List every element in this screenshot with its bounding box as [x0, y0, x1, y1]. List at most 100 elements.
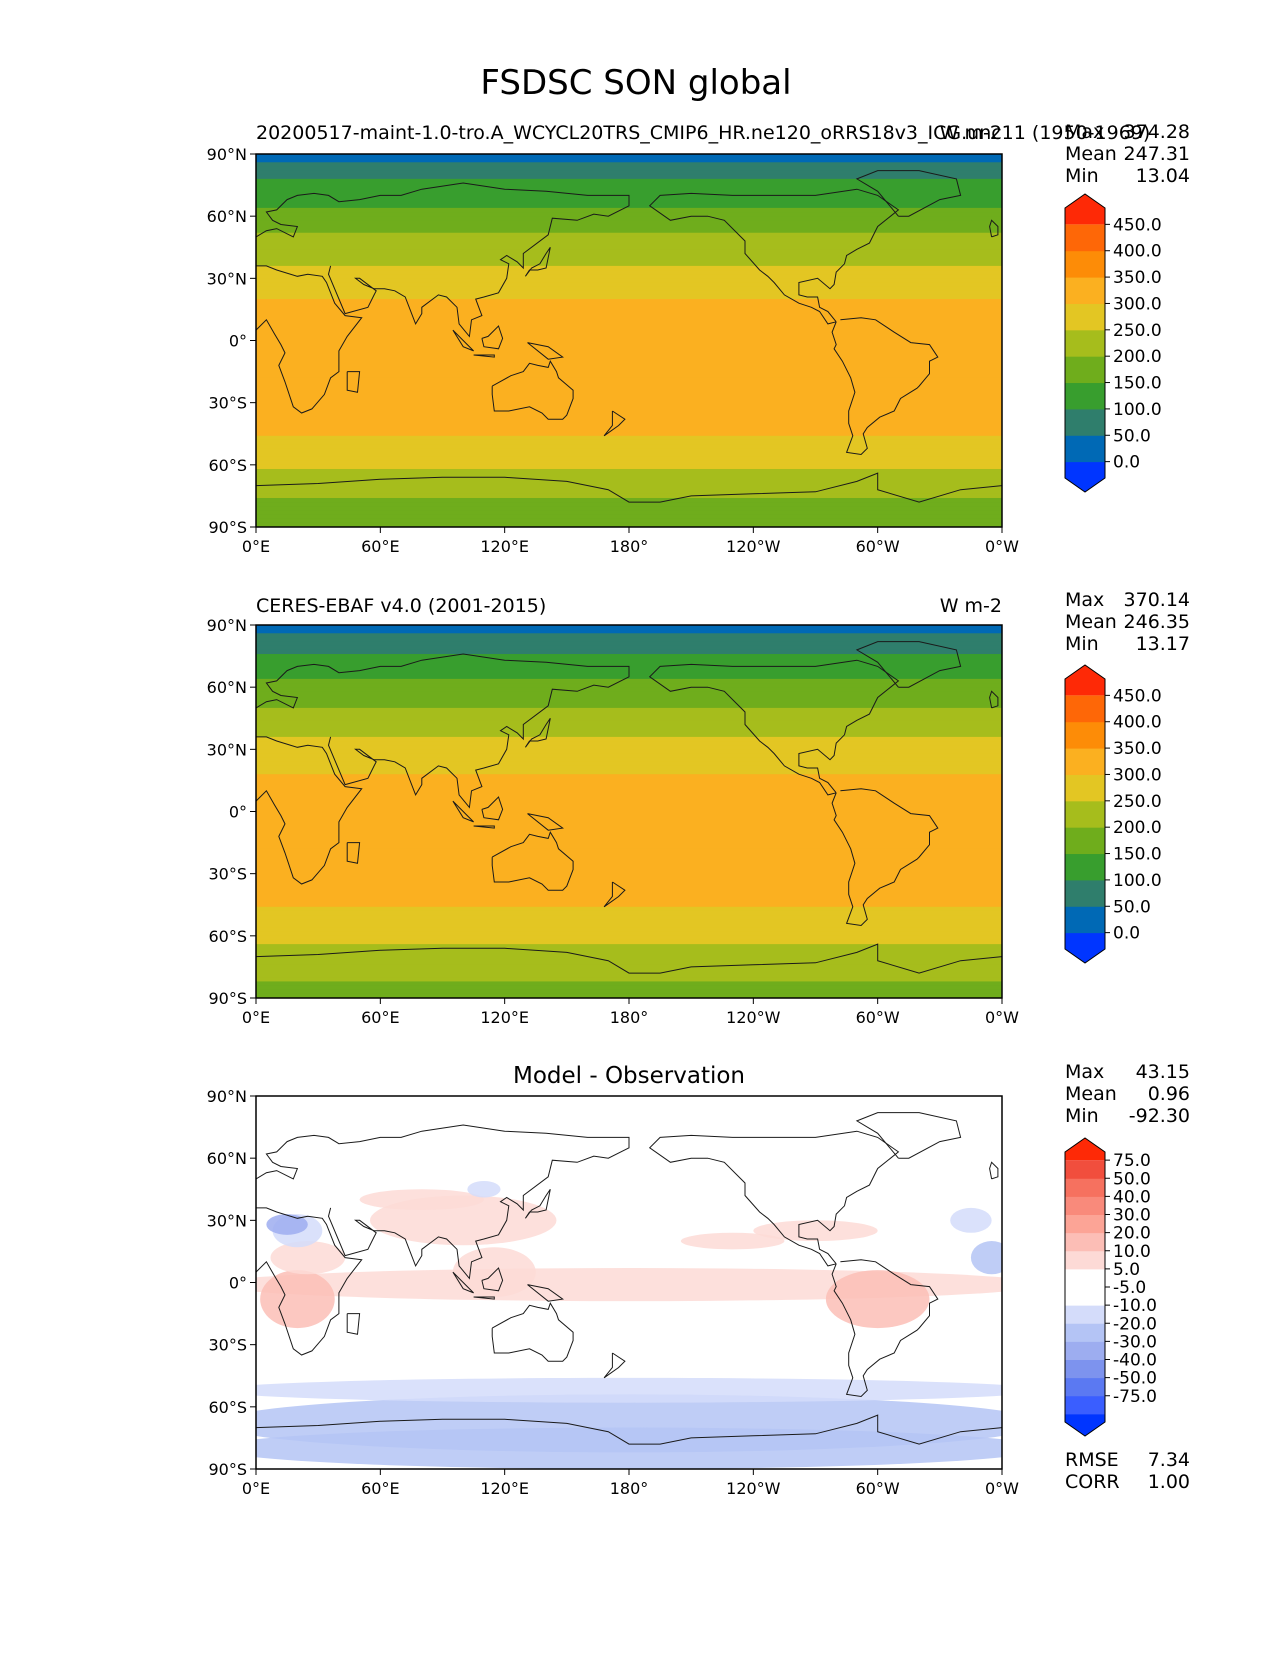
stat-max-value: 374.28: [1124, 121, 1190, 143]
zonal-band: [256, 691, 1002, 697]
zonal-band: [256, 154, 1002, 159]
coastline: [603, 881, 626, 908]
coastline: [256, 1124, 630, 1280]
zonal-band: [256, 456, 1002, 462]
zonal-band: [256, 981, 1002, 987]
zonal-band: [256, 964, 1002, 970]
y-tick-label: 30°S: [208, 865, 247, 884]
coastline: [648, 659, 900, 796]
x-tick-label: 180°: [610, 1479, 649, 1498]
zonal-band: [256, 220, 1002, 226]
colorbar-tick-label: 250.0: [1113, 792, 1162, 812]
zonal-band: [256, 778, 1002, 784]
x-tick-label: 0°W: [985, 1008, 1019, 1027]
anomaly-region: [270, 1241, 346, 1275]
colorbar-segment: [1065, 1178, 1105, 1197]
colorbar-tick-label: 30.0: [1113, 1206, 1151, 1226]
zonal-band: [256, 985, 1002, 991]
colorbar-segment: [1065, 800, 1105, 828]
zonal-band: [256, 832, 1002, 837]
panel-obs-colorbar: 450.0 400.0 350.0 300.0 250.0 200.0 150.0 100.0…: [1064, 664, 1162, 964]
zonal-band: [256, 464, 1002, 470]
coastline: [346, 1313, 361, 1335]
zonal-band: [256, 836, 1002, 842]
zonal-band: [256, 732, 1002, 738]
stat-mean-value: 246.35: [1124, 611, 1190, 633]
colorbar-tick-label: 10.0: [1113, 1242, 1151, 1262]
y-tick-label: 90°S: [208, 989, 247, 1008]
colorbar-segment: [1065, 329, 1105, 357]
zonal-band: [256, 265, 1002, 271]
colorbar-tick-label: -50.0: [1113, 1369, 1157, 1389]
zonal-band: [256, 765, 1002, 771]
zonal-band: [256, 270, 1002, 275]
anomaly-region: [266, 1214, 308, 1235]
zonal-band: [256, 228, 1002, 234]
zonal-band: [256, 236, 1002, 242]
colorbar-tick-label: 100.0: [1113, 400, 1162, 420]
x-tick-label: 60°W: [856, 1008, 900, 1027]
zonal-band: [256, 373, 1002, 379]
zonal-band: [256, 757, 1002, 763]
zonal-band: [256, 857, 1002, 862]
zonal-band: [256, 625, 1002, 630]
y-tick-label: 30°S: [208, 1336, 247, 1355]
zonal-band: [256, 344, 1002, 350]
colorbar-tick-label: 40.0: [1113, 1187, 1151, 1207]
y-tick-label: 90°N: [207, 616, 247, 635]
colorbar-segment: [1065, 277, 1105, 304]
zonal-band: [256, 815, 1002, 821]
colorbar-tick-label: -40.0: [1113, 1351, 1157, 1371]
zonal-band: [256, 369, 1002, 375]
coastline: [256, 1207, 363, 1356]
colorbar-tick-label: 20.0: [1113, 1224, 1151, 1244]
colorbar-segment: [1065, 853, 1105, 881]
zonal-band: [256, 448, 1002, 453]
zonal-band: [256, 645, 1002, 651]
zonal-band: [256, 811, 1002, 817]
coastline: [989, 1161, 999, 1180]
panel-obs: CERES-EBAF v4.0 (2001-2015) W m-2 0°E 60°…: [207, 589, 1190, 1027]
panel-model-colorbar: 450.0 400.0 350.0 300.0 250.0 200.0 150.0 100.0…: [1064, 193, 1162, 493]
rmse-label: RMSE: [1065, 1449, 1119, 1471]
panel-diff-map: [255, 1095, 1003, 1470]
colorbar-tick-label: 50.0: [1113, 897, 1151, 917]
zonal-band: [256, 386, 1002, 391]
colorbar-extend-max: [1065, 1138, 1105, 1161]
colorbar-tick-label: 300.0: [1113, 294, 1162, 314]
coastline: [524, 1189, 551, 1219]
coastline: [256, 265, 363, 414]
coastline: [524, 247, 551, 277]
corr-label: CORR: [1065, 1471, 1120, 1493]
colorbar-segment: [1065, 1305, 1105, 1324]
panel-model: 20200517-maint-1.0-tro.A_WCYCL20TRS_CMIP…: [207, 121, 1190, 556]
zonal-band: [256, 840, 1002, 846]
zonal-band: [256, 468, 1002, 474]
zonal-band: [256, 406, 1002, 412]
y-tick-label: 90°N: [207, 1087, 247, 1106]
zonal-band: [256, 678, 1002, 684]
panel-model-stats: Max 374.28 Mean 247.31 Min 13.04: [1065, 121, 1190, 187]
x-tick-label: 60°E: [361, 1479, 399, 1498]
zonal-band: [256, 753, 1002, 759]
y-tick-label: 30°N: [207, 740, 247, 759]
zonal-band: [256, 402, 1002, 408]
zonal-band: [256, 629, 1002, 634]
coastline: [346, 842, 361, 864]
y-tick-label: 30°S: [208, 394, 247, 413]
zonal-band: [256, 489, 1002, 495]
x-tick-label: 120°E: [480, 537, 529, 556]
stat-min-value: 13.17: [1136, 633, 1190, 655]
zonal-band: [256, 290, 1002, 296]
zonal-band: [256, 939, 1002, 945]
zonal-band: [256, 807, 1002, 813]
zonal-band: [256, 637, 1002, 643]
anomaly-region: [825, 1270, 930, 1329]
y-tick-label: 60°N: [207, 207, 247, 226]
colorbar-segment: [1065, 1377, 1105, 1397]
y-tick-label: 30°N: [207, 269, 247, 288]
anomaly-region: [256, 1267, 1002, 1302]
zonal-band: [256, 365, 1002, 371]
zonal-band: [256, 923, 1002, 929]
